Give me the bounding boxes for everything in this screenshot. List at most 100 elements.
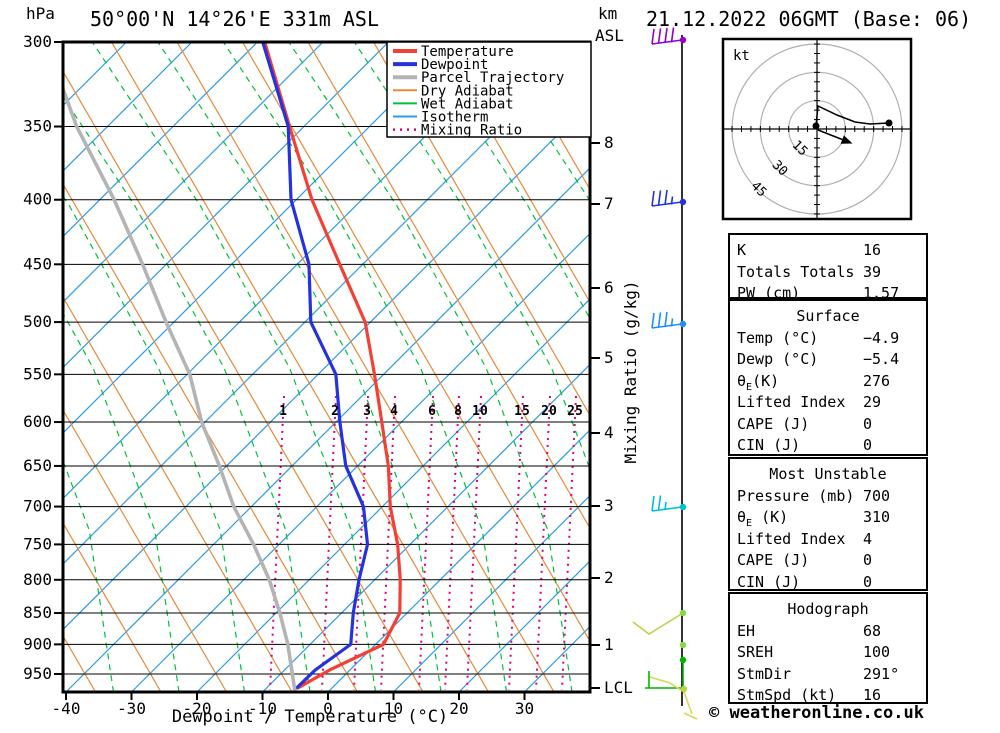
km-tick-label: 3 (604, 496, 614, 515)
pressure-tick-label: 350 (23, 117, 52, 136)
wind-barb-tick (651, 190, 655, 207)
isotherm-line (63, 42, 193, 172)
table-row: SREH 100 (730, 642, 926, 664)
wind-barb-dot (679, 198, 687, 206)
dry-adiabat-line (63, 295, 293, 692)
wind-barb-halftick (664, 501, 667, 511)
row-label: Pressure (mb) (737, 486, 855, 505)
copyright-text: © weatheronline.co.uk (709, 703, 924, 723)
wind-barb-dot (680, 685, 688, 693)
km-tick-label: 7 (604, 194, 614, 213)
wind-barb-tick (651, 28, 655, 45)
row-value: 4 (863, 529, 873, 548)
x-axis-title: Dewpoint / Temperature (°C) (172, 707, 448, 727)
table-row: CIN (J) 0 (730, 435, 926, 457)
mixing-ratio-line (321, 395, 337, 691)
row-value: 700 (863, 486, 891, 505)
table-title: Hodograph (787, 600, 869, 618)
dry-adiabat-line (63, 70, 424, 692)
row-value: −5.4 (863, 350, 900, 368)
wind-barb-tick (651, 495, 655, 512)
dry-adiabat-line (63, 183, 359, 692)
wind-barb-dot (679, 641, 687, 649)
pressure-tick-label: 450 (23, 254, 52, 273)
table-row: θE(K) 276 (730, 371, 926, 393)
isotherm-line (196, 298, 590, 692)
table-row: CAPE (J) 0 (730, 414, 926, 436)
pressure-tick-label: 600 (23, 412, 52, 431)
row-label: CIN (J) (737, 436, 801, 454)
wet-adiabat-line (63, 459, 115, 692)
wind-barb-tick (657, 495, 662, 511)
wind-barb-shaft (651, 39, 683, 45)
row-value: −4.9 (863, 328, 900, 347)
row-label: CAPE (J) (737, 414, 810, 433)
stats-table-indices: K 16 Totals Totals 39 PW (cm) 1.57 (728, 233, 928, 302)
wind-barb-halftick (670, 318, 674, 327)
table-row: θE (K) 310 (730, 507, 926, 529)
km-tick-label: 8 (604, 133, 614, 152)
dry-adiabat-line (438, 42, 590, 304)
surface-wind-stroke (683, 712, 698, 720)
axis-labels: 3003504004505005506006507007508008509009… (23, 32, 633, 718)
row-label: Temp (°C) (737, 328, 819, 347)
storm-motion-arrowhead (840, 135, 853, 144)
row-label: CAPE (J) (737, 551, 810, 569)
mixing-ratio-value-label: 20 (541, 404, 557, 419)
wind-barb-dot (679, 609, 687, 617)
row-label: Lifted Index (737, 393, 846, 411)
parcel-trajectory-curve (63, 83, 297, 692)
pressure-tick-label: 650 (23, 456, 52, 475)
x-tick-label: 0 (323, 699, 333, 718)
row-label: CIN (J) (737, 572, 801, 591)
legend-item-label: Parcel Trajectory (421, 70, 564, 86)
mixing-ratio-line (444, 395, 460, 691)
table-title: Surface (796, 307, 860, 325)
wind-barb-tick (664, 27, 668, 44)
mixing-ratio-value-label: 3 (363, 404, 371, 419)
table-row: CAPE (J) 0 (730, 550, 926, 572)
dry-adiabat-line (176, 42, 555, 692)
stats-table-surface: Surface Temp (°C) −4.9 Dewp (°C) −5.4 θE(K) 27… (728, 299, 928, 456)
row-label: StmDir (737, 664, 792, 683)
table-row: Dewp (°C) −5.4 (730, 349, 926, 371)
isotherm-line (63, 42, 324, 303)
table-row: Pressure (mb) 700 (730, 486, 926, 508)
isotherm-line (63, 42, 520, 500)
dry-adiabat-line (241, 42, 590, 643)
km-tick-label: 1 (604, 635, 614, 654)
isotherm-line (63, 42, 586, 565)
wind-barb-dot (679, 320, 687, 328)
mixing-ratio-line (353, 395, 369, 691)
table-row: Totals Totals 39 (730, 262, 926, 284)
row-value: 39 (863, 262, 882, 281)
wind-barb-dot (679, 656, 687, 664)
mixing-ratio-line (269, 395, 285, 691)
isotherm-line (131, 232, 590, 692)
row-value: 310 (863, 508, 891, 526)
pressure-tick-label: 950 (23, 664, 52, 683)
x-tick-label: 20 (449, 699, 468, 718)
mixing-ratio-line (535, 395, 551, 691)
table-row: StmSpd (kt) 16 (730, 685, 926, 707)
mixing-ratio-value-label: 10 (472, 404, 488, 419)
row-value: 0 (863, 436, 873, 454)
wind-barb-tick (664, 189, 668, 206)
row-label: Dewp (°C) (737, 350, 819, 368)
isotherm-line (63, 101, 590, 631)
row-value: 291° (863, 664, 900, 683)
wet-adiabat-line (419, 42, 590, 320)
isotherm-line (458, 560, 590, 692)
legend-item-label: Isotherm (421, 110, 488, 126)
stats-table-most-unstable: Most Unstable Pressure (mb) 700 θE (K) 310 Li… (728, 457, 928, 591)
wind-barb-tick (657, 312, 662, 328)
wind-barb-shaft (651, 201, 683, 207)
surface-wind-stroke (632, 612, 684, 635)
mixing-ratio-line (418, 395, 434, 691)
row-value: 16 (863, 686, 882, 704)
pressure-tick-label: 900 (23, 634, 52, 653)
km-tick-label: 4 (604, 423, 614, 442)
wind-barb-tick (657, 28, 662, 44)
sounding-curves (63, 42, 402, 692)
